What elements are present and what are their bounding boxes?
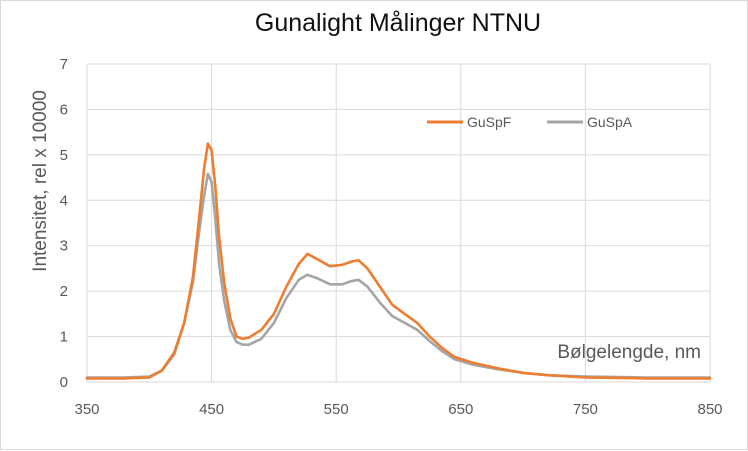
y-tick-label: 5 (60, 147, 68, 164)
y-tick-label: 7 (60, 56, 68, 73)
y-tick-labels: 0 1 2 3 4 5 6 7 (60, 56, 68, 391)
legend-label: GuSpA (587, 114, 633, 130)
y-tick-label: 2 (60, 283, 68, 300)
x-tick-label: 550 (324, 401, 349, 418)
x-tick-label: 450 (199, 401, 224, 418)
legend-label: GuSpF (467, 114, 511, 130)
y-tick-label: 1 (60, 329, 68, 346)
series-line-guspf (85, 142, 712, 380)
x-axis-label: Bølgelengde, nm (557, 342, 701, 363)
y-tick-label: 3 (60, 238, 68, 255)
y-tick-label: 4 (60, 192, 68, 209)
legend: GuSpF GuSpA (427, 114, 633, 130)
series-line-guspa (85, 172, 712, 379)
x-tick-label: 750 (573, 401, 598, 418)
x-tick-labels: 350 450 550 650 750 850 (74, 401, 722, 418)
x-tick-label: 350 (74, 401, 99, 418)
x-tick-label: 850 (697, 401, 722, 418)
y-axis-label: Intensitet, rel x 10000 (30, 90, 51, 272)
series-layer (85, 142, 712, 380)
x-tick-label: 650 (448, 401, 473, 418)
y-tick-label: 6 (60, 101, 68, 118)
y-tick-label: 0 (60, 374, 68, 391)
chart-title: Gunalight Målinger NTNU (255, 9, 541, 37)
